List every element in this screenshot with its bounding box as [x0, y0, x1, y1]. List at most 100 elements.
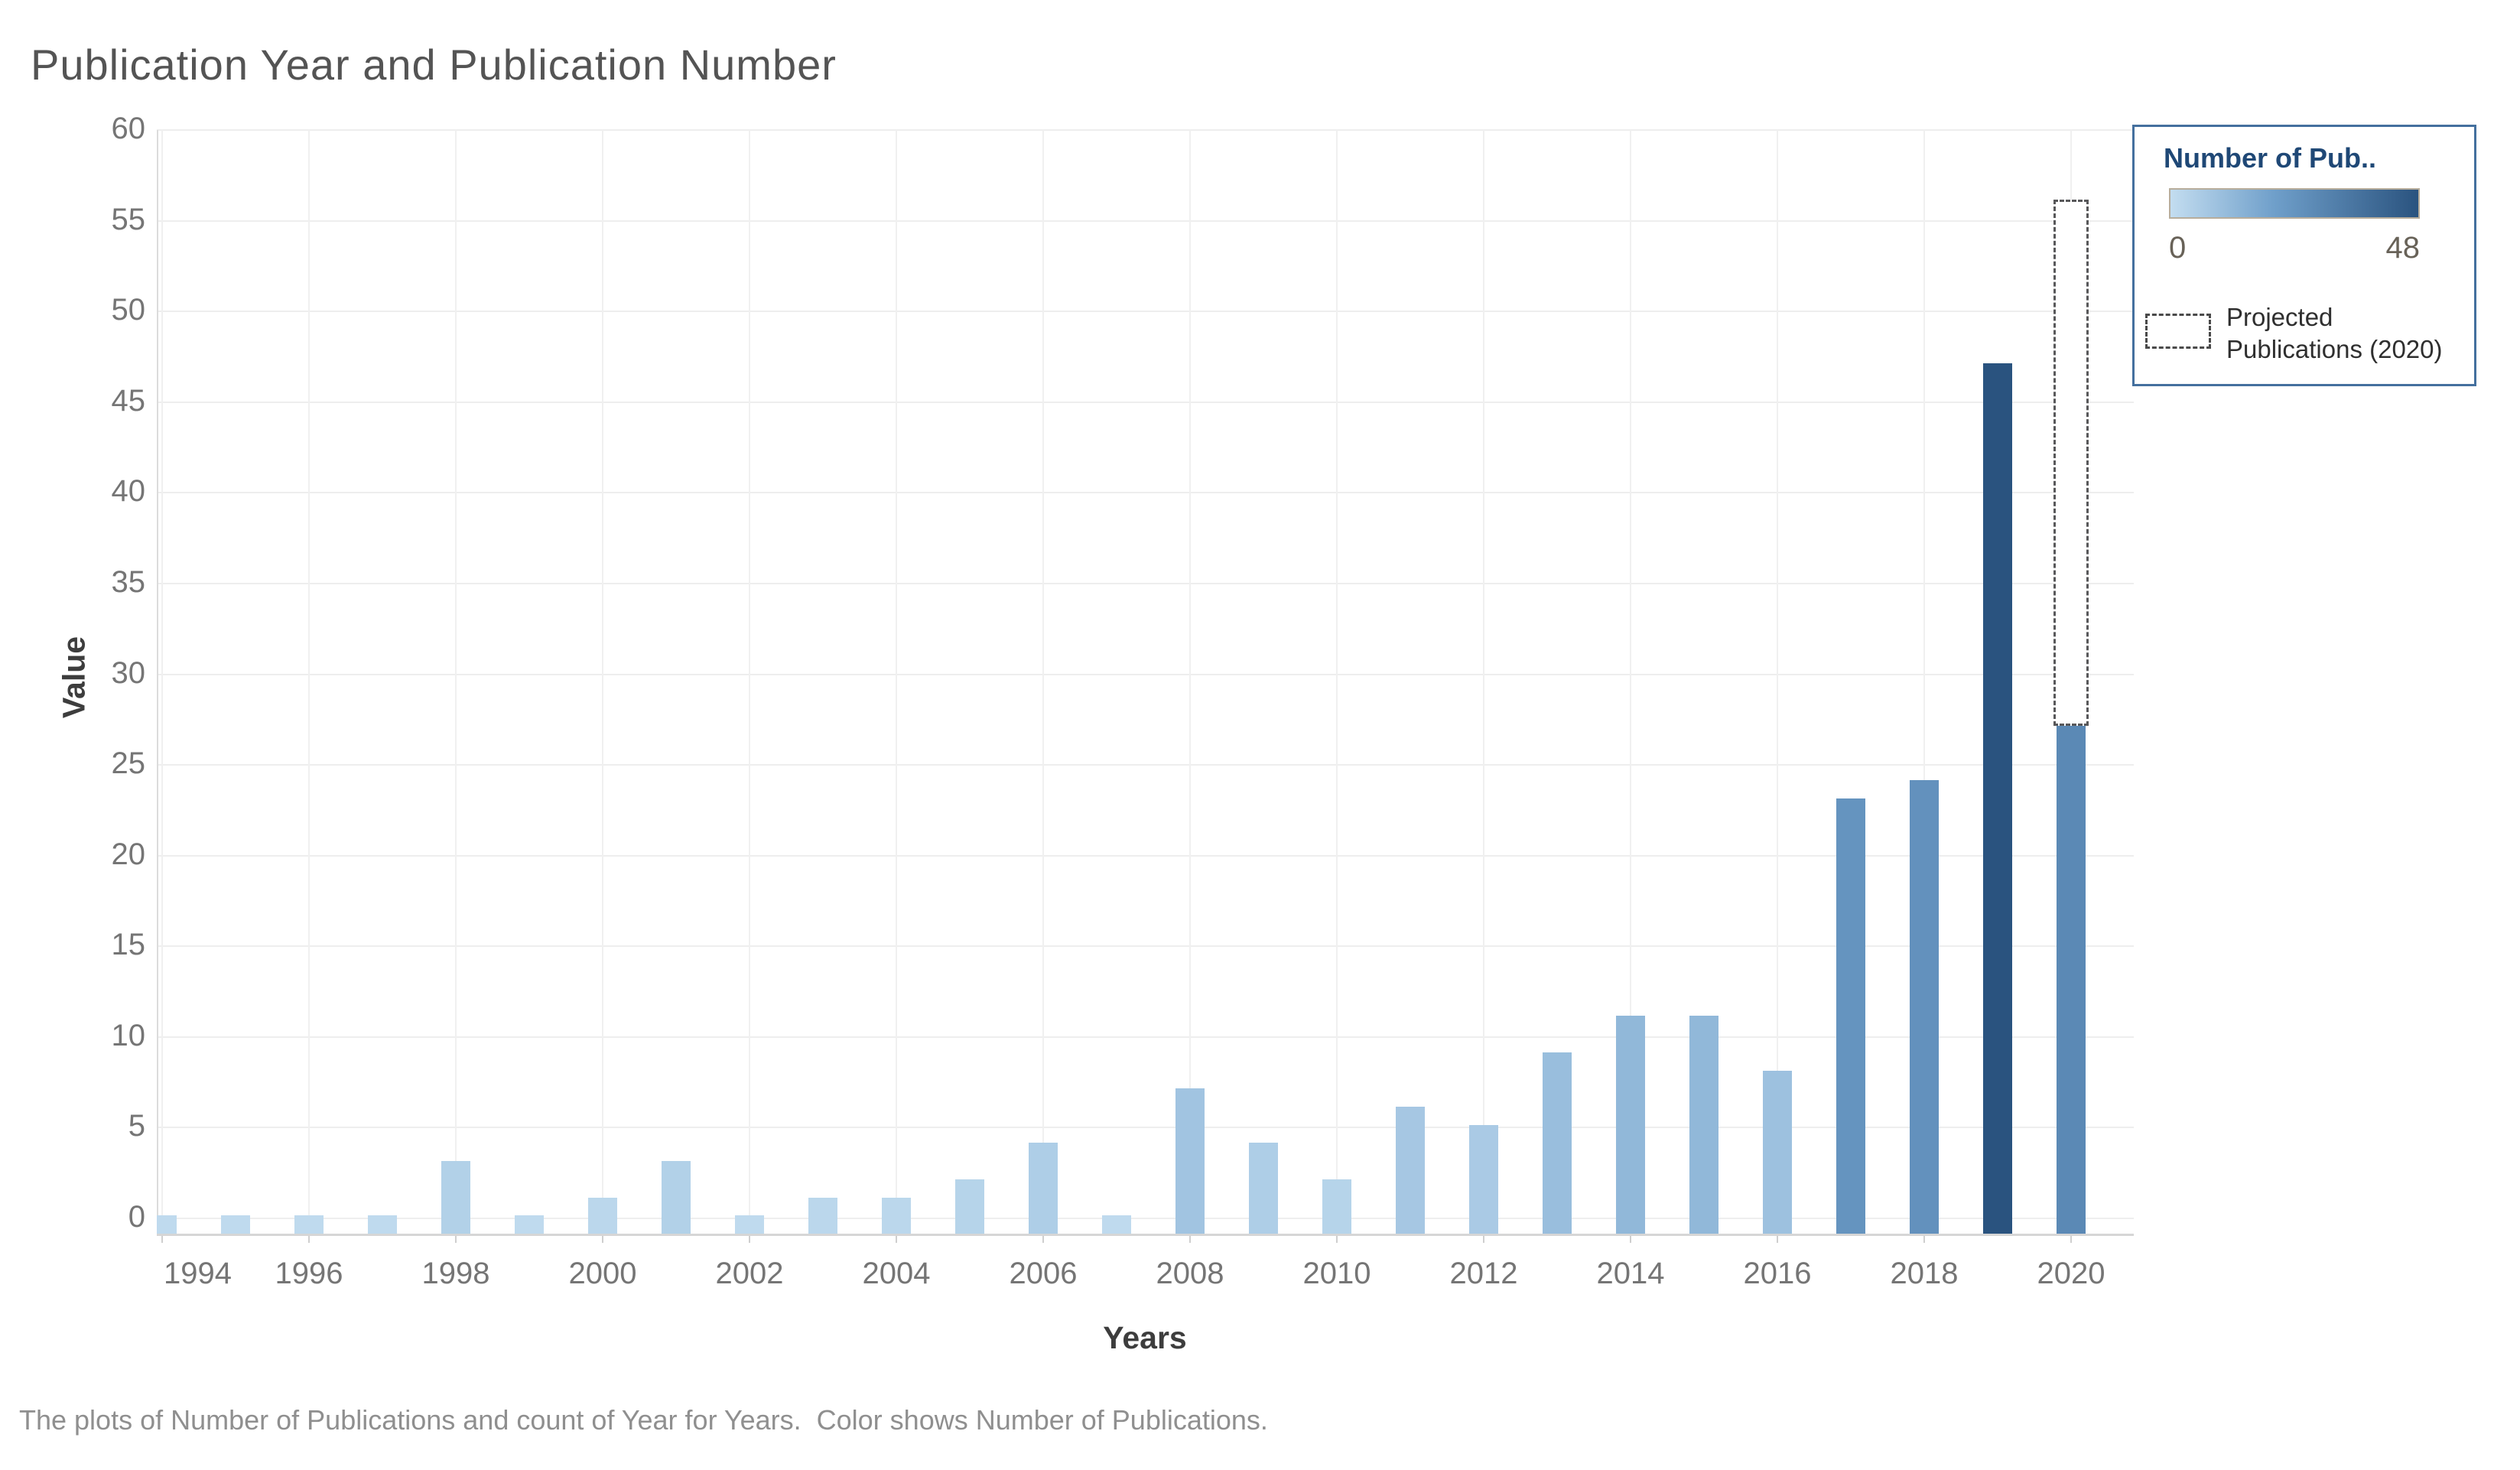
- bar-2004[interactable]: [882, 1198, 911, 1234]
- v-gridline: [1336, 130, 1338, 1234]
- v-gridline: [1483, 130, 1484, 1234]
- bar-2012[interactable]: [1469, 1125, 1498, 1234]
- x-tick-label: 2000: [568, 1257, 637, 1290]
- x-tick-mark: [1483, 1234, 1484, 1243]
- y-tick-label: 35: [111, 564, 146, 599]
- h-gridline: [157, 220, 2134, 222]
- h-gridline: [157, 764, 2134, 766]
- legend-max-label: 48: [2385, 231, 2421, 265]
- bar-2011[interactable]: [1396, 1107, 1425, 1234]
- x-tick-mark: [161, 1234, 163, 1243]
- h-gridline: [157, 854, 2134, 857]
- v-gridline: [1777, 130, 1778, 1234]
- bar-1996[interactable]: [294, 1215, 324, 1234]
- bar-2015[interactable]: [1689, 1016, 1718, 1234]
- bar-2005[interactable]: [955, 1179, 984, 1234]
- bar-2003[interactable]: [808, 1198, 837, 1234]
- x-axis-title: Years: [1103, 1320, 1187, 1355]
- bar-2014[interactable]: [1616, 1016, 1645, 1234]
- chart-title: Publication Year and Publication Number: [31, 41, 837, 89]
- x-tick-mark: [602, 1234, 603, 1243]
- bar-2016[interactable]: [1763, 1071, 1792, 1234]
- v-gridline: [1923, 130, 1925, 1234]
- x-tick-mark: [896, 1234, 897, 1243]
- x-tick-mark: [1189, 1234, 1191, 1243]
- x-tick-label: 2006: [1009, 1257, 1078, 1290]
- bar-1994[interactable]: [157, 1215, 177, 1234]
- legend-projected-swatch-icon: [2145, 314, 2211, 349]
- y-tick-label: 60: [111, 112, 146, 145]
- h-gridline: [157, 311, 2134, 313]
- bar-2000[interactable]: [588, 1198, 617, 1234]
- bar-1995[interactable]: [221, 1215, 250, 1234]
- bar-2013[interactable]: [1543, 1052, 1572, 1234]
- y-tick-label: 25: [111, 746, 146, 781]
- bar-2009[interactable]: [1249, 1143, 1278, 1234]
- bar-1997[interactable]: [368, 1215, 397, 1234]
- x-axis-line: [157, 1234, 2134, 1236]
- y-tick-label: 0: [128, 1200, 145, 1234]
- bar-2001[interactable]: [662, 1161, 691, 1234]
- x-tick-label: 2004: [862, 1257, 931, 1290]
- y-axis-line: [157, 130, 158, 1234]
- bar-2017[interactable]: [1836, 798, 1865, 1234]
- projected-bar-2020[interactable]: [2053, 200, 2089, 726]
- h-gridline: [157, 945, 2134, 948]
- y-tick-label: 55: [111, 202, 146, 236]
- x-tick-label: 2010: [1302, 1257, 1371, 1290]
- bar-2018[interactable]: [1910, 780, 1939, 1234]
- y-tick-label: 50: [111, 293, 146, 327]
- y-tick-label: 40: [111, 474, 146, 509]
- bar-2002[interactable]: [735, 1215, 764, 1234]
- h-gridline: [157, 1218, 2134, 1219]
- v-gridline: [455, 130, 457, 1234]
- x-tick-label: 2018: [1890, 1257, 1959, 1290]
- v-gridline: [161, 130, 163, 1234]
- bar-1999[interactable]: [515, 1215, 544, 1234]
- h-gridline: [157, 492, 2134, 494]
- x-tick-label: 2002: [715, 1257, 784, 1290]
- x-tick-label: 2014: [1596, 1257, 1665, 1290]
- x-tick-label: 1996: [275, 1257, 343, 1290]
- bar-2008[interactable]: [1175, 1088, 1205, 1234]
- y-tick-label: 20: [111, 837, 146, 871]
- bar-2020[interactable]: [2057, 726, 2086, 1234]
- y-axis-title: Value: [56, 636, 92, 719]
- x-tick-mark: [1336, 1234, 1338, 1243]
- bar-2010[interactable]: [1322, 1179, 1351, 1234]
- v-gridline: [308, 130, 310, 1234]
- h-gridline: [157, 673, 2134, 675]
- x-tick-mark: [2070, 1234, 2072, 1243]
- x-tick-mark: [1923, 1234, 1925, 1243]
- legend-gradient-bar: [2169, 188, 2420, 219]
- x-tick-label: 2016: [1743, 1257, 1812, 1290]
- v-gridline: [1189, 130, 1191, 1234]
- y-tick-label: 30: [111, 655, 146, 690]
- x-tick-label: 1998: [421, 1257, 490, 1290]
- bar-2019[interactable]: [1983, 363, 2012, 1234]
- y-tick-label: 5: [128, 1109, 145, 1143]
- bar-2007[interactable]: [1102, 1215, 1131, 1234]
- bar-1998[interactable]: [441, 1161, 470, 1234]
- v-gridline: [1630, 130, 1631, 1234]
- y-tick-label: 45: [111, 383, 146, 418]
- x-tick-label: 2020: [2037, 1257, 2105, 1290]
- v-gridline: [896, 130, 897, 1234]
- color-legend[interactable]: Number of Pub.. 0 48 Projected Publicati…: [2132, 125, 2476, 386]
- y-tick-label: 10: [111, 1018, 146, 1052]
- h-gridline: [157, 129, 2134, 131]
- v-gridline: [602, 130, 603, 1234]
- bar-2006[interactable]: [1029, 1143, 1058, 1234]
- x-tick-mark: [455, 1234, 457, 1243]
- h-gridline: [157, 582, 2134, 584]
- h-gridline: [157, 1127, 2134, 1129]
- v-gridline: [749, 130, 750, 1234]
- x-tick-mark: [1777, 1234, 1778, 1243]
- y-tick-label: 15: [111, 928, 146, 962]
- x-tick-mark: [308, 1234, 310, 1243]
- legend-min-label: 0: [2169, 231, 2187, 265]
- legend-title: Number of Pub..: [2164, 142, 2376, 174]
